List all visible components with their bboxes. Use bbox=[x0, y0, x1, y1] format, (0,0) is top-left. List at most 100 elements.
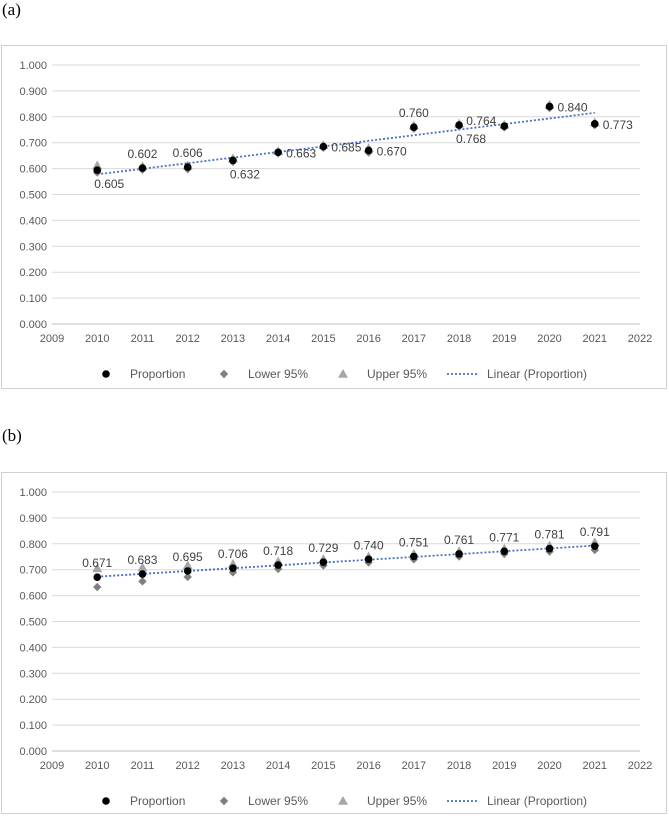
y-tick-label: 0.600 bbox=[19, 164, 47, 176]
legend-marker bbox=[219, 796, 229, 806]
data-label: 0.685 bbox=[331, 141, 361, 155]
legend-label: Upper 95% bbox=[367, 367, 427, 381]
x-tick-label: 2020 bbox=[537, 760, 561, 772]
data-label: 0.671 bbox=[82, 556, 112, 570]
series-upper-95- bbox=[92, 537, 600, 573]
chart-b-container: 0.000 0.100 0.200 0.300 0.400 0.500 0.600 0.700… bbox=[1, 472, 667, 814]
y-tick-label: 0.700 bbox=[19, 138, 47, 150]
legend-item-lower-95-: Lower 95% bbox=[219, 794, 308, 808]
data-label: 0.791 bbox=[580, 525, 610, 539]
series-upper-95- bbox=[92, 99, 600, 171]
y-tick-label: 0.400 bbox=[19, 642, 47, 654]
x-tick-label: 2022 bbox=[628, 760, 652, 772]
data-label: 0.840 bbox=[558, 100, 588, 114]
data-label: 0.606 bbox=[173, 146, 203, 160]
y-tick-label: 0.800 bbox=[19, 539, 47, 551]
marker-circle bbox=[364, 146, 373, 155]
x-tick-label: 2013 bbox=[221, 760, 245, 772]
x-tick-label: 2009 bbox=[40, 760, 64, 772]
x-tick-label: 2021 bbox=[583, 760, 607, 772]
x-tick-label: 2019 bbox=[492, 333, 516, 345]
data-label: 0.695 bbox=[173, 550, 203, 564]
marker-circle bbox=[183, 163, 192, 171]
x-tick-label: 2009 bbox=[40, 333, 64, 345]
marker-triangle bbox=[92, 563, 103, 573]
x-tick-label: 2014 bbox=[266, 760, 290, 772]
marker-circle bbox=[93, 166, 102, 174]
marker-circle bbox=[545, 544, 554, 553]
legend-item-upper-95-: Upper 95% bbox=[338, 367, 427, 381]
legend-marker bbox=[338, 369, 348, 378]
legend-label: Proportion bbox=[130, 367, 185, 381]
marker-diamond bbox=[138, 577, 147, 586]
data-label: 0.740 bbox=[354, 538, 384, 552]
data-label: 0.729 bbox=[308, 541, 338, 555]
marker-diamond bbox=[590, 545, 599, 555]
chart-a-container: 0.000 0.100 0.200 0.300 0.400 0.500 0.600 0.700… bbox=[1, 45, 667, 389]
x-tick-label: 2012 bbox=[175, 760, 199, 772]
y-tick-label: 0.000 bbox=[19, 746, 47, 758]
x-tick-label: 2016 bbox=[356, 760, 380, 772]
y-tick-label: 0.500 bbox=[19, 617, 47, 629]
marker-circle bbox=[274, 561, 282, 569]
legend-label: Linear (Proportion) bbox=[487, 367, 587, 381]
x-tick-label: 2021 bbox=[583, 333, 607, 345]
series-lower-95- bbox=[93, 545, 599, 592]
legend-item-linear-proportion-: Linear (Proportion) bbox=[447, 794, 587, 808]
x-tick-label: 2012 bbox=[175, 333, 199, 345]
trendline-linear bbox=[97, 544, 595, 578]
x-tick-label: 2015 bbox=[311, 760, 335, 772]
panel-label-b: (b) bbox=[2, 426, 22, 445]
data-label: 0.773 bbox=[603, 118, 633, 132]
data-label: 0.764 bbox=[466, 114, 496, 128]
marker-triangle bbox=[137, 562, 148, 572]
marker-circle bbox=[274, 148, 282, 157]
legend-label: Proportion bbox=[130, 794, 185, 808]
y-tick-label: 0.900 bbox=[19, 86, 47, 98]
x-tick-label: 2018 bbox=[447, 333, 471, 345]
y-tick-label: 0.700 bbox=[19, 565, 47, 577]
x-tick-label: 2018 bbox=[447, 760, 471, 772]
data-label: 0.632 bbox=[230, 167, 260, 181]
y-tick-label: 0.300 bbox=[19, 668, 47, 680]
marker-circle bbox=[410, 552, 418, 561]
marker-circle bbox=[500, 547, 509, 556]
y-tick-label: 0.100 bbox=[19, 720, 47, 732]
x-tick-label: 2019 bbox=[492, 760, 516, 772]
data-label: 0.761 bbox=[444, 533, 474, 547]
y-tick-label: 0.600 bbox=[19, 591, 47, 603]
legend-item-upper-95-: Upper 95% bbox=[338, 794, 427, 808]
x-tick-label: 2013 bbox=[221, 333, 245, 345]
legend-marker bbox=[102, 797, 110, 805]
marker-circle bbox=[319, 142, 328, 151]
legend-marker bbox=[219, 369, 229, 379]
marker-circle bbox=[500, 122, 509, 130]
legend-item-lower-95-: Lower 95% bbox=[219, 367, 308, 381]
marker-circle bbox=[590, 119, 599, 128]
data-label: 0.683 bbox=[127, 553, 157, 567]
data-label: 0.706 bbox=[218, 547, 248, 561]
y-tick-label: 0.200 bbox=[19, 694, 47, 706]
marker-circle bbox=[455, 121, 463, 129]
marker-circle bbox=[229, 156, 237, 165]
marker-triangle bbox=[182, 560, 193, 570]
y-tick-label: 0.900 bbox=[19, 513, 47, 525]
marker-circle bbox=[138, 570, 147, 578]
x-tick-label: 2017 bbox=[402, 760, 426, 772]
legend-item-linear-proportion-: Linear (Proportion) bbox=[447, 367, 587, 381]
y-tick-label: 0.400 bbox=[19, 215, 47, 227]
series-proportion bbox=[93, 542, 599, 582]
marker-circle bbox=[138, 164, 147, 172]
y-tick-label: 0.300 bbox=[19, 241, 47, 253]
data-label: 0.663 bbox=[286, 146, 316, 160]
panel-label-a: (a) bbox=[2, 0, 21, 19]
data-label: 0.605 bbox=[94, 177, 124, 191]
x-tick-label: 2015 bbox=[311, 333, 335, 345]
series-proportion bbox=[93, 102, 599, 174]
data-label: 0.760 bbox=[399, 106, 429, 120]
legend-item-proportion: Proportion bbox=[102, 794, 185, 808]
data-label: 0.751 bbox=[399, 535, 429, 549]
x-tick-label: 2016 bbox=[356, 333, 380, 345]
legend-label: Lower 95% bbox=[248, 367, 308, 381]
data-label: 0.771 bbox=[489, 530, 519, 544]
